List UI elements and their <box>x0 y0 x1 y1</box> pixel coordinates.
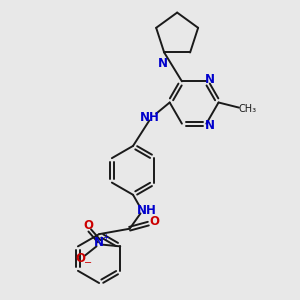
Text: O: O <box>83 219 93 232</box>
Text: NH: NH <box>140 111 159 124</box>
Text: NH: NH <box>137 204 157 217</box>
Text: N: N <box>205 73 215 86</box>
Text: CH₃: CH₃ <box>238 104 256 114</box>
Text: O: O <box>149 215 159 228</box>
Text: N: N <box>94 236 104 250</box>
Text: O: O <box>75 252 85 266</box>
Text: −: − <box>84 258 92 268</box>
Text: N: N <box>158 56 167 70</box>
Text: +: + <box>102 233 109 242</box>
Text: N: N <box>205 119 215 132</box>
